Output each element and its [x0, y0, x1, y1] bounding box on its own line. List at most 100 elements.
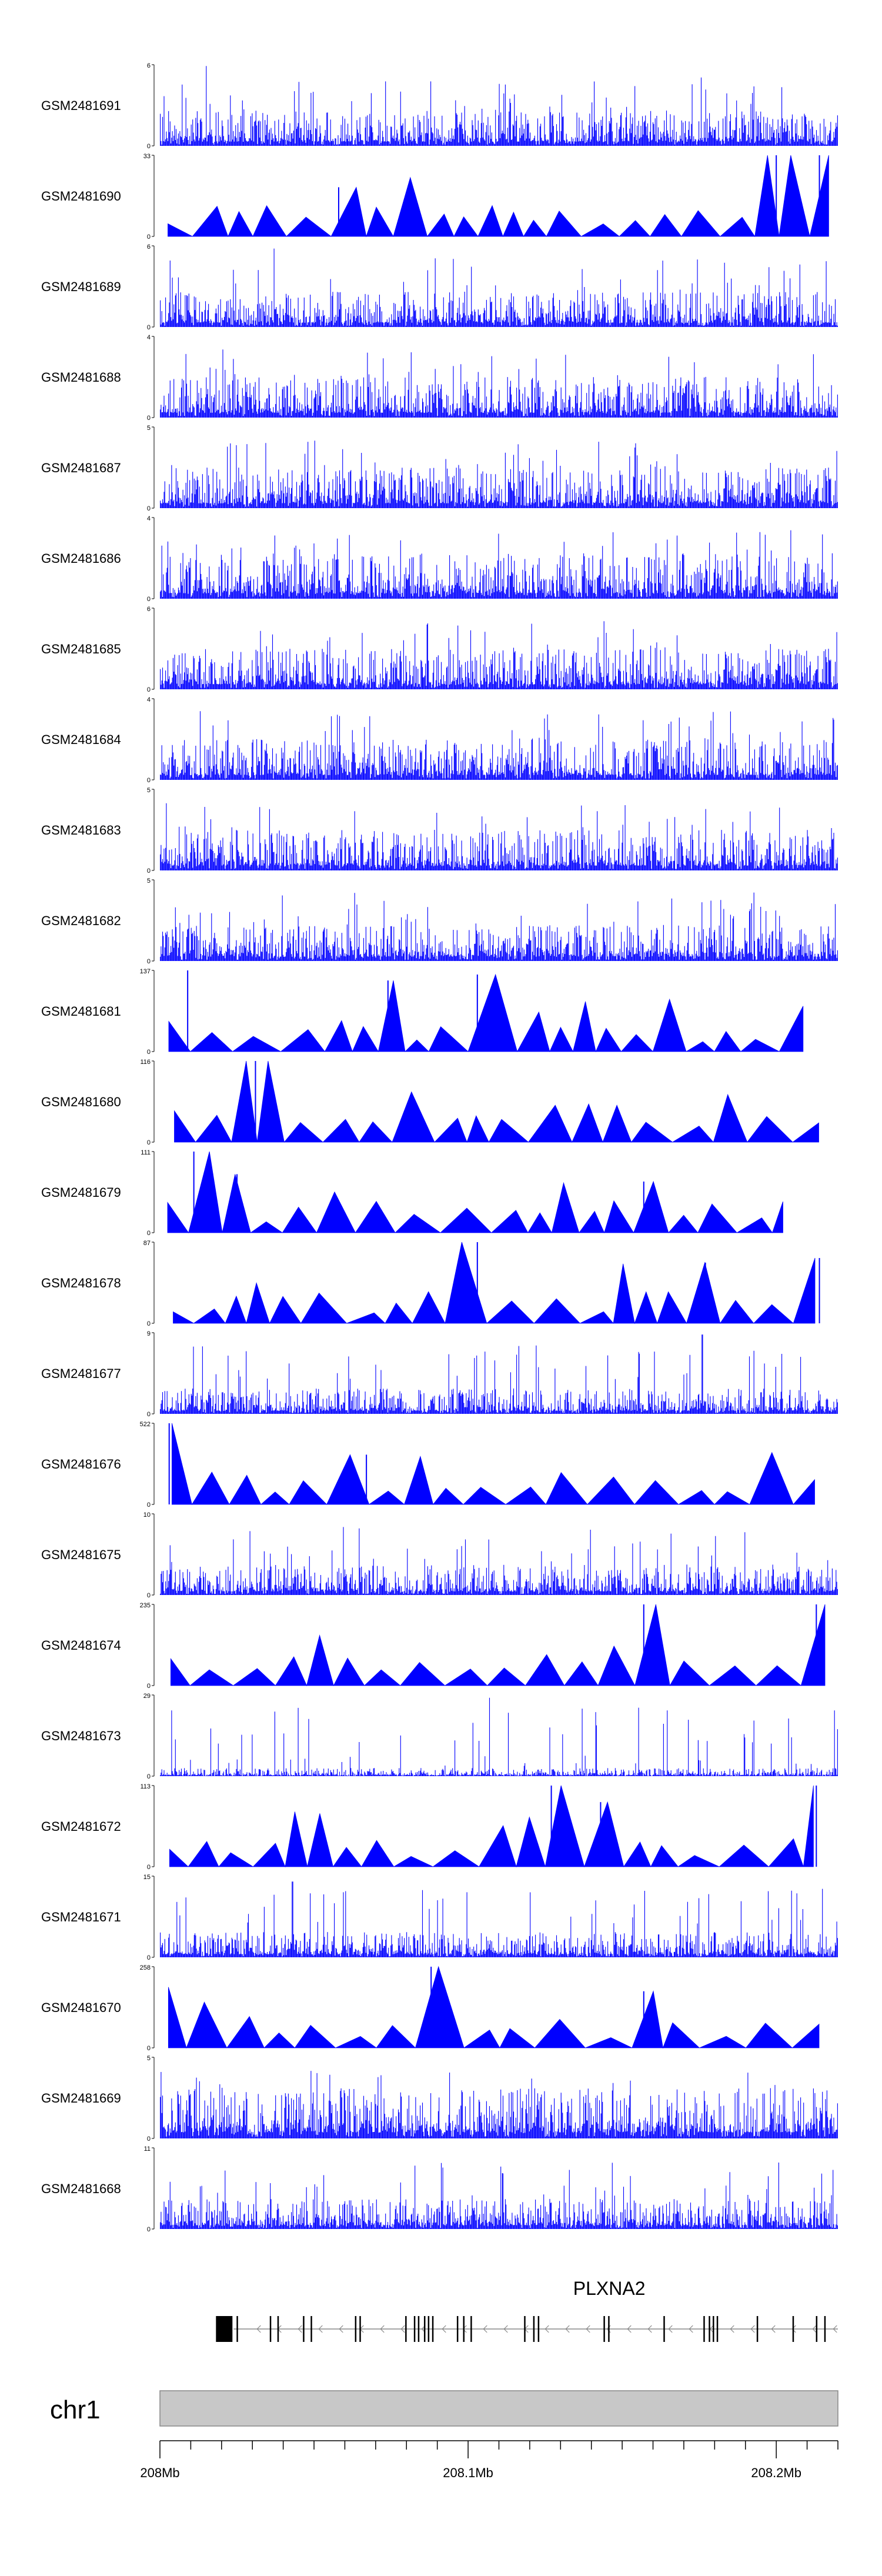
gene-exon [713, 2316, 714, 2342]
coverage-signal [160, 441, 838, 508]
gene-exon [303, 2316, 305, 2342]
coverage-signal [160, 1527, 838, 1595]
y-max-label: 4 [147, 334, 151, 341]
y-min-label: 0 [147, 1501, 151, 1509]
y-min-label: 0 [147, 1954, 151, 1961]
track-GSM2481688: GSM2481688 4 0 [41, 334, 838, 422]
gene-exon [405, 2316, 407, 2342]
y-min-label: 0 [147, 2135, 151, 2143]
gene-exon [663, 2316, 665, 2342]
track-GSM2481679: GSM2481679 111 0 [41, 1149, 783, 1237]
gene-exon [413, 2316, 416, 2342]
track-label: GSM2481673 [41, 1729, 121, 1743]
chromosome-track: chr1 [50, 2390, 838, 2427]
y-min-label: 0 [147, 777, 151, 784]
track-label: GSM2481685 [41, 642, 121, 656]
track-GSM2481689: GSM2481689 6 0 [41, 243, 838, 331]
coverage-signal [160, 621, 838, 689]
coverage-area [168, 973, 804, 1053]
x-tick-label: 208.1Mb [443, 2465, 493, 2480]
track-label: GSM2481676 [41, 1457, 121, 1471]
gene-exon [716, 2316, 719, 2342]
gene-exon [703, 2316, 705, 2342]
y-max-label: 29 [143, 1693, 151, 1700]
track-label: GSM2481691 [41, 98, 121, 113]
y-min-label: 0 [147, 324, 151, 331]
y-max-label: 116 [140, 1059, 151, 1066]
gene-exon [269, 2316, 272, 2342]
track-GSM2481671: GSM2481671 15 0 [41, 1874, 838, 1961]
gene-exon [236, 2316, 238, 2342]
track-label: GSM2481669 [41, 2091, 121, 2105]
strand-arrow [689, 2325, 693, 2333]
gene-exon [816, 2316, 818, 2342]
chromosome-band [159, 2390, 838, 2427]
y-min-label: 0 [147, 867, 151, 875]
y-min-label: 0 [147, 415, 151, 422]
coverage-area [174, 1060, 819, 1143]
coverage-signal [160, 711, 838, 780]
gene-exon [709, 2316, 710, 2342]
strand-arrow [730, 2325, 734, 2333]
coverage-signal [160, 66, 838, 146]
y-min-label: 0 [147, 2045, 151, 2052]
y-max-label: 33 [143, 153, 151, 160]
gene-label: PLXNA2 [573, 2278, 646, 2299]
y-min-label: 0 [147, 1592, 151, 1599]
gene-exon [463, 2316, 465, 2342]
strand-arrow [812, 2325, 817, 2333]
strand-arrow [544, 2325, 549, 2333]
y-max-label: 6 [147, 243, 151, 251]
gene-exon [756, 2316, 759, 2342]
gene-utr-block [216, 2316, 233, 2342]
y-min-label: 0 [147, 596, 151, 603]
strand-arrow [256, 2325, 261, 2333]
x-tick-label: 208Mb [140, 2465, 179, 2480]
track-label: GSM2481677 [41, 1366, 121, 1381]
track-GSM2481675: GSM2481675 10 0 [41, 1511, 838, 1599]
y-max-label: 522 [140, 1421, 151, 1428]
y-max-label: 15 [143, 1874, 151, 1881]
gene-exon [524, 2316, 526, 2342]
track-label: GSM2481684 [41, 732, 121, 747]
gene-exon [603, 2316, 605, 2342]
y-min-label: 0 [147, 1230, 151, 1237]
y-min-label: 0 [147, 143, 151, 150]
gene-exon [359, 2316, 361, 2342]
y-max-label: 5 [147, 2055, 151, 2062]
y-min-label: 0 [147, 958, 151, 965]
y-max-label: 137 [140, 968, 151, 975]
track-label: GSM2481670 [41, 2000, 121, 2015]
y-min-label: 0 [147, 1683, 151, 1690]
strand-arrow [318, 2325, 323, 2333]
track-GSM2481680: GSM2481680 116 0 [41, 1059, 819, 1146]
y-min-label: 0 [147, 1049, 151, 1056]
y-max-label: 4 [147, 696, 151, 703]
track-label: GSM2481679 [41, 1185, 121, 1200]
track-GSM2481685: GSM2481685 6 0 [41, 606, 838, 693]
track-GSM2481690: GSM2481690 33 0 [41, 153, 829, 241]
y-min-label: 0 [147, 1411, 151, 1418]
y-min-label: 0 [147, 1773, 151, 1780]
track-GSM2481676: GSM2481676 522 0 [41, 1421, 815, 1509]
track-GSM2481677: GSM2481677 9 0 [41, 1330, 838, 1418]
gene-exon [432, 2316, 434, 2342]
gene-exon [423, 2316, 426, 2342]
strand-arrow [380, 2325, 385, 2333]
track-GSM2481687: GSM2481687 5 0 [41, 425, 838, 512]
gene-exon [792, 2316, 794, 2342]
gene-exon [533, 2316, 535, 2342]
track-label: GSM2481678 [41, 1276, 121, 1290]
track-label: GSM2481683 [41, 823, 121, 837]
strand-arrow [298, 2325, 302, 2333]
gene-track: PLXNA2 [216, 2278, 838, 2342]
x-tick-label: 208.2Mb [751, 2465, 801, 2480]
track-label: GSM2481680 [41, 1095, 121, 1109]
track-GSM2481669: GSM2481669 5 0 [41, 2055, 838, 2143]
y-min-label: 0 [147, 1139, 151, 1146]
strand-arrow [483, 2325, 487, 2333]
coverage-tracks: GSM248169160GSM2481690330GSM248168960GSM… [41, 62, 838, 2233]
track-label: GSM2481688 [41, 370, 121, 385]
gene-exon [456, 2316, 459, 2342]
track-label: GSM2481681 [41, 1004, 121, 1019]
